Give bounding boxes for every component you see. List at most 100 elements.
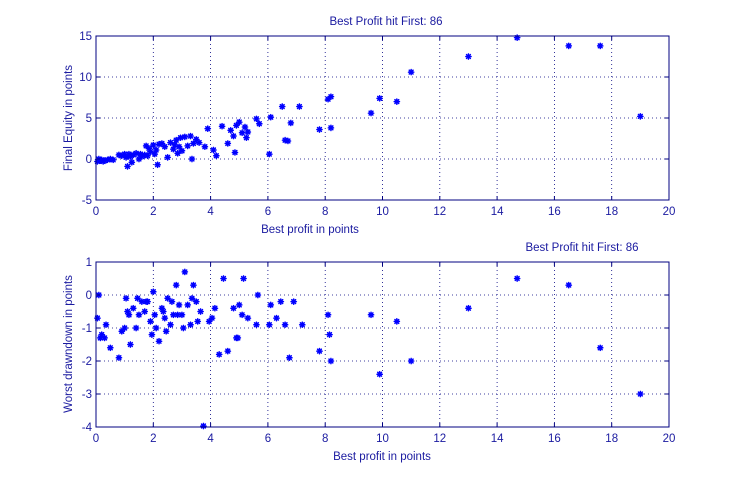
data-point [144, 298, 151, 305]
data-point [188, 155, 196, 163]
x-tick-label: 10 [376, 206, 389, 218]
x-tick-label: 20 [663, 206, 676, 218]
data-point [316, 347, 323, 355]
data-point [162, 327, 170, 335]
data-point [128, 158, 136, 166]
y-axis-label-top: Final Equity in points [63, 65, 75, 171]
data-point [465, 304, 472, 312]
data-point [376, 370, 383, 378]
data-point [155, 337, 163, 345]
y-tick-label: 0 [86, 290, 92, 302]
data-point [367, 109, 375, 117]
data-point [240, 275, 247, 282]
data-point [224, 347, 232, 355]
data-point [210, 146, 217, 154]
data-point [208, 314, 216, 322]
data-point [227, 126, 235, 134]
data-point [106, 344, 114, 352]
grid-top [96, 36, 669, 200]
data-point [265, 150, 273, 158]
x-tick-label: 14 [491, 206, 504, 218]
x-tick-label: 18 [605, 433, 618, 445]
data-point [132, 149, 140, 157]
x-tick-label: 8 [322, 433, 328, 445]
data-point [184, 301, 192, 309]
data-point [197, 308, 204, 315]
data-point [184, 142, 192, 150]
data-point [215, 351, 223, 358]
data-point [265, 321, 273, 329]
data-point [152, 146, 160, 154]
data-point [164, 154, 171, 161]
data-point [177, 134, 184, 142]
data-point [194, 318, 202, 325]
data-point [168, 298, 176, 305]
data-point [115, 354, 123, 362]
data-point [147, 318, 154, 325]
data-point [220, 275, 227, 282]
data-point [201, 143, 209, 151]
data-point [147, 148, 154, 155]
data-point [287, 119, 295, 127]
data-point [121, 324, 128, 332]
data-point [161, 143, 169, 151]
x-tick-label: 8 [322, 206, 328, 218]
data-point [187, 132, 194, 140]
data-point [230, 132, 237, 140]
data-point [235, 118, 243, 126]
data-point [149, 141, 157, 149]
data-point [211, 304, 219, 312]
data-point [101, 334, 108, 342]
data-point [167, 321, 174, 329]
x-tick-label: 14 [491, 433, 504, 445]
x-tick-label: 10 [376, 433, 389, 445]
data-point [167, 139, 174, 146]
data-point [234, 334, 242, 342]
y-tick-label: 0 [86, 154, 92, 166]
x-tick-label: 4 [207, 433, 214, 445]
data-point [254, 291, 262, 299]
x-tick-label: 16 [548, 433, 561, 445]
y-tick-label: -3 [82, 389, 92, 401]
data-point [277, 298, 285, 305]
data-point [230, 304, 237, 312]
data-point [241, 123, 249, 131]
data-point [144, 152, 151, 160]
data-point [178, 311, 186, 319]
data-point [407, 68, 415, 76]
data-point [124, 163, 131, 170]
plot-area-bottom [96, 262, 669, 427]
data-point [192, 298, 200, 305]
chart-bottom: 0 2 4 6 8 10 12 14 16 18 20 -4 -3 -2 -1 0 1 Best Profit … [63, 242, 675, 463]
data-point [244, 314, 252, 322]
data-point [129, 304, 137, 312]
data-point [188, 294, 196, 302]
data-point [134, 294, 141, 302]
data-point [195, 139, 203, 146]
data-point [141, 308, 149, 315]
x-tick-label: 6 [265, 433, 271, 445]
data-point [326, 331, 333, 338]
data-point [148, 331, 156, 338]
data-point [164, 294, 171, 302]
data-point [181, 268, 189, 276]
x-tick-label: 2 [150, 206, 156, 218]
data-point [151, 311, 159, 319]
chart-title-bottom: Best Profit hit First: 86 [525, 242, 638, 254]
data-point [327, 93, 335, 101]
data-point [174, 149, 182, 157]
data-point [296, 103, 303, 110]
x-tick-label: 12 [433, 433, 446, 445]
data-point [135, 311, 143, 319]
data-point [172, 136, 180, 144]
data-point [253, 321, 260, 329]
data-point [161, 314, 169, 322]
data-point [393, 318, 401, 325]
data-point [204, 125, 212, 133]
data-point [267, 301, 275, 309]
x-tick-label: 20 [663, 433, 676, 445]
data-point [181, 133, 189, 141]
